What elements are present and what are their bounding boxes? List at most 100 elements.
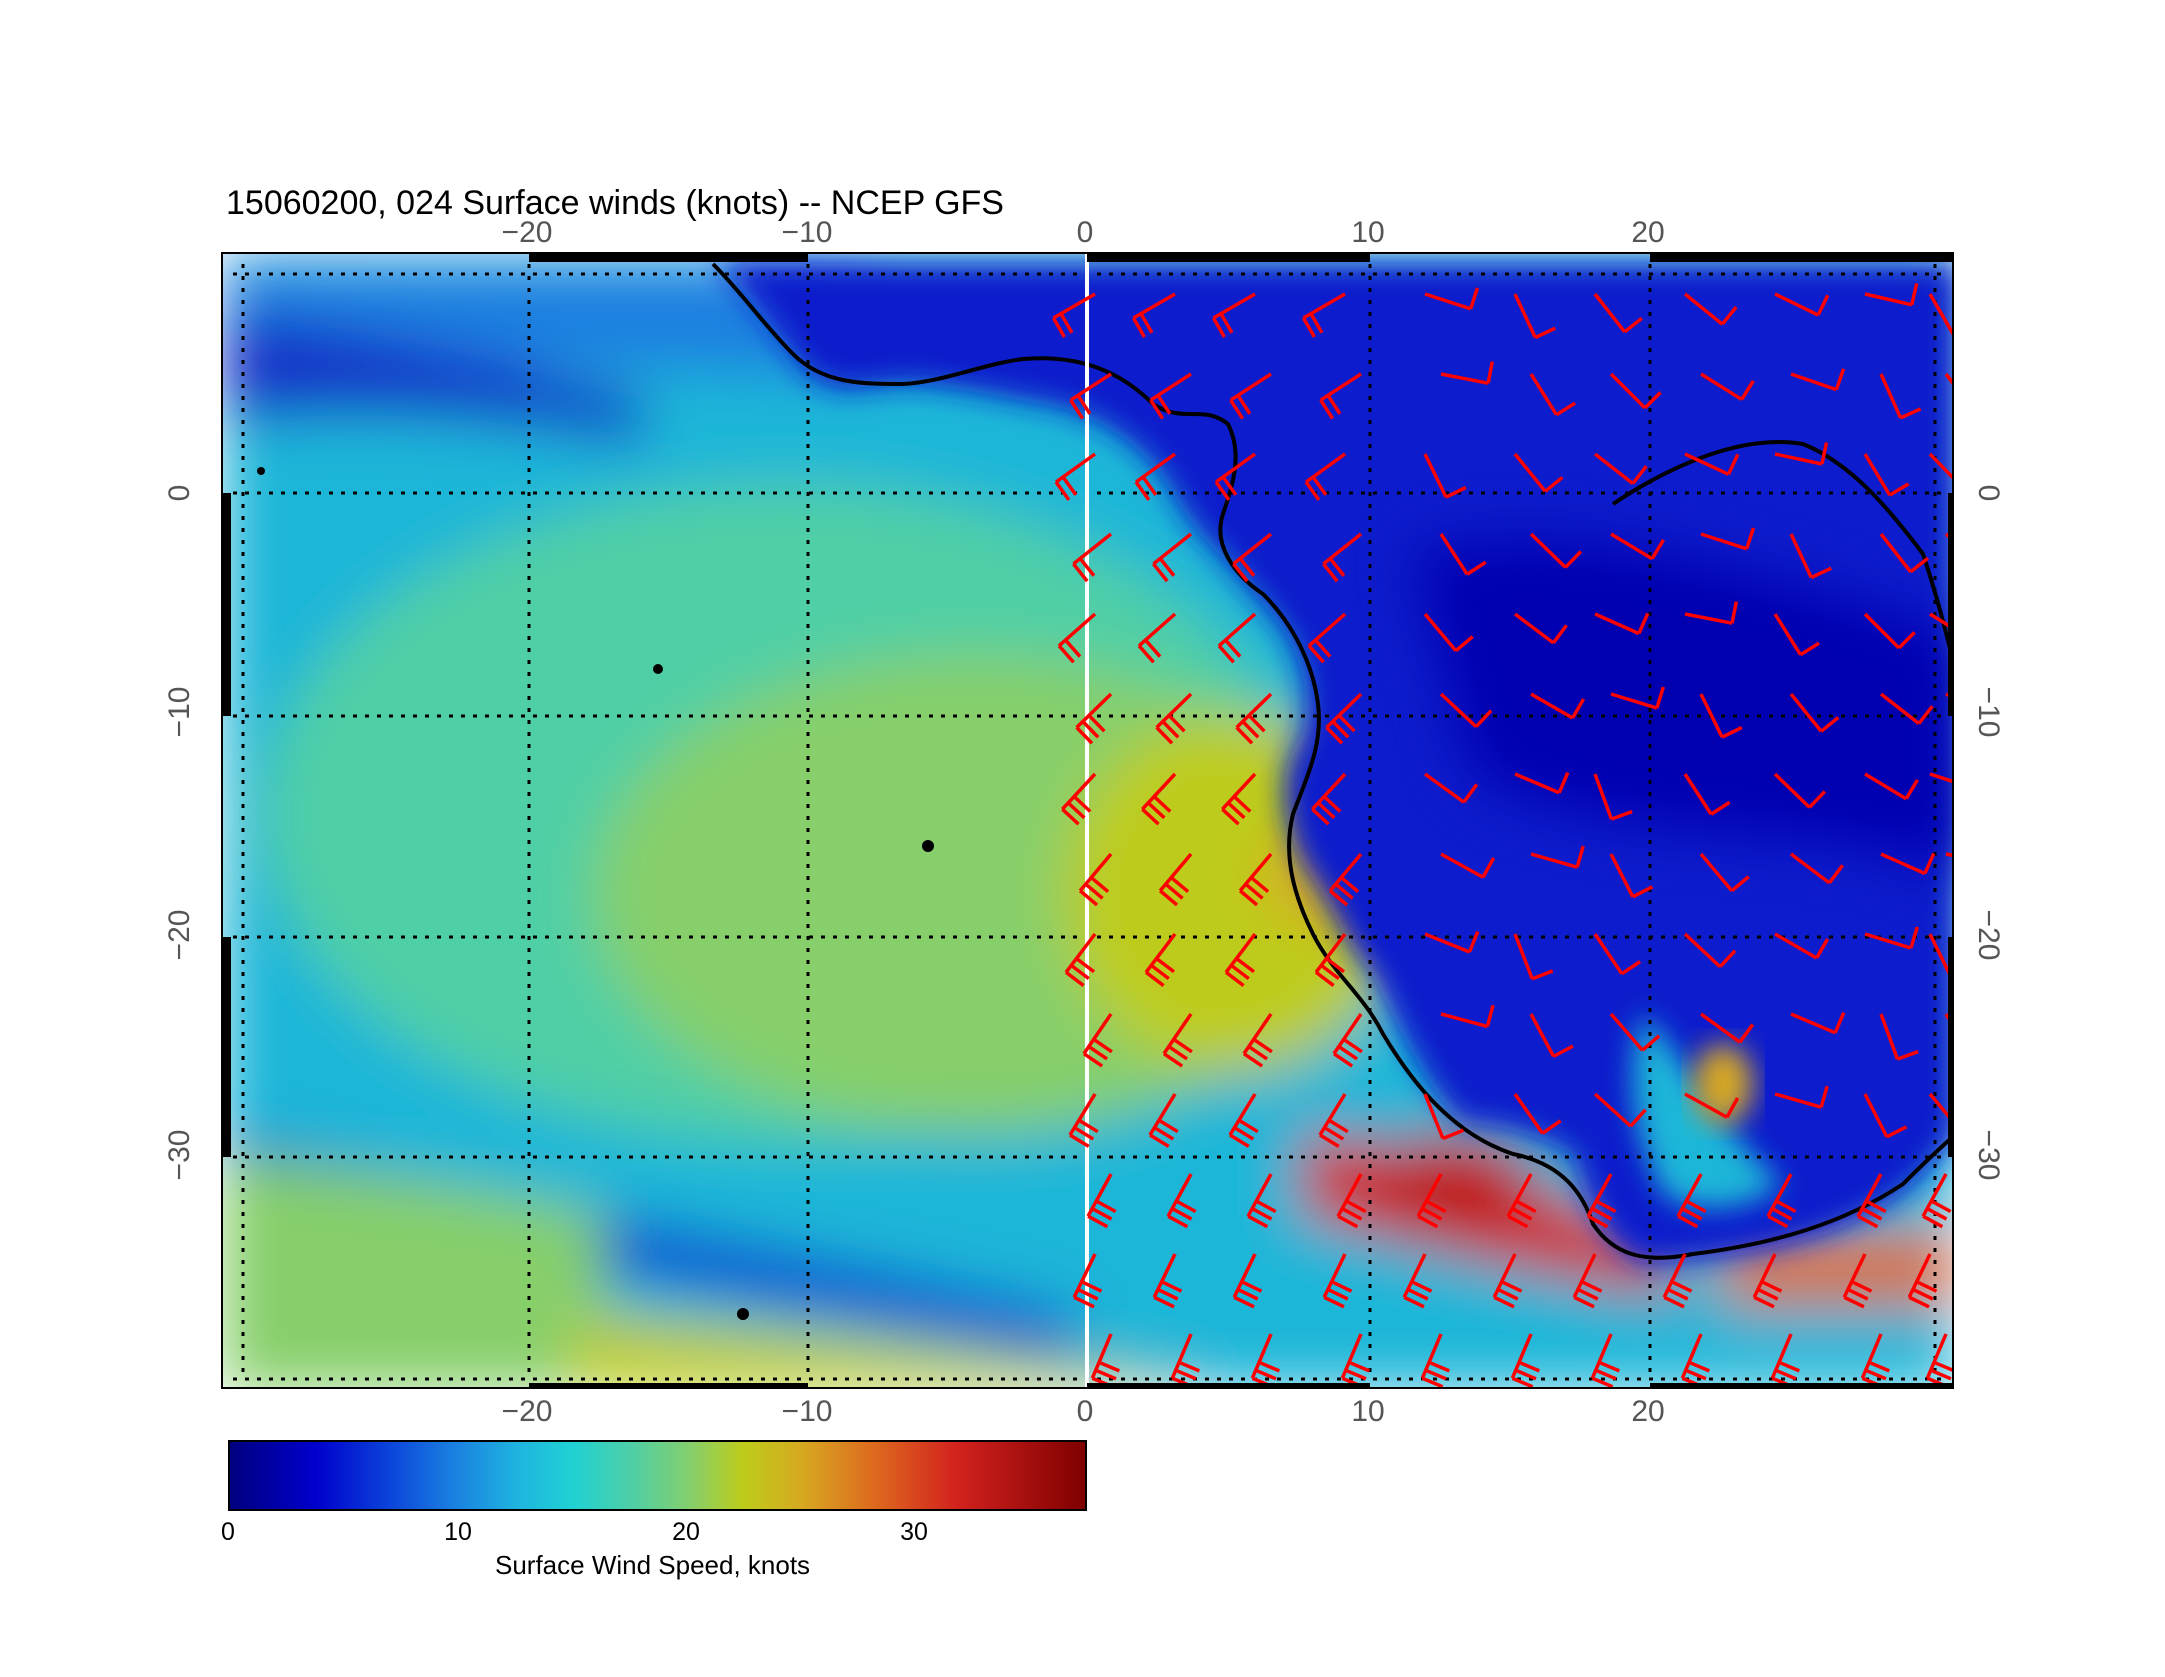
- wind-barb-flag: [1322, 562, 1339, 583]
- wind-barb-flag: [1069, 399, 1085, 420]
- wind-barb-flag: [1211, 317, 1226, 338]
- wind-barb-flag: [1091, 1207, 1113, 1221]
- wind-barb-flag: [1244, 882, 1264, 900]
- wind-barb-flag: [1214, 480, 1231, 501]
- wind-barb-shaft: [1879, 1013, 1900, 1060]
- wind-barb-flag: [1064, 970, 1085, 987]
- wind-barb-flag: [1095, 1199, 1117, 1214]
- wind-barb-shaft: [1078, 852, 1113, 892]
- wind-barb-flag: [1425, 1368, 1447, 1381]
- wind-barb-flag: [1155, 726, 1174, 745]
- wind-barb-shaft: [1152, 1253, 1177, 1299]
- wind-barb-flag: [1775, 1368, 1797, 1381]
- wind-barb-flag: [1587, 1214, 1609, 1229]
- wind-barb-flag: [1247, 1045, 1268, 1061]
- wind-barb-shaft: [1572, 1253, 1597, 1299]
- wind-barb-flag: [1229, 1133, 1250, 1148]
- wind-barb-shaft: [1863, 453, 1892, 497]
- wind-barb-flag: [1161, 720, 1180, 739]
- wind-barb-shaft: [1863, 1093, 1889, 1138]
- wind-barb-flag: [1217, 644, 1235, 664]
- wind-barb-flag: [1233, 1126, 1255, 1141]
- wind-barb-flag: [1775, 1199, 1797, 1214]
- wind-barb-shaft: [1593, 292, 1626, 333]
- wind-barb-flag: [1445, 485, 1467, 499]
- wind-barb-flag: [1571, 698, 1586, 719]
- wind-barb-shaft: [1864, 292, 1913, 307]
- wind-barb-flag: [1497, 1287, 1519, 1301]
- wind-barb-shaft: [1529, 532, 1567, 569]
- wind-barb-flag: [1557, 771, 1570, 794]
- wind-barb-flag: [1667, 1287, 1689, 1301]
- wind-barb-flag: [1175, 1368, 1197, 1381]
- bottom-lon-label: 20: [1631, 1395, 1665, 1428]
- wind-barb-flag: [1760, 1280, 1783, 1293]
- wind-barb-flag: [1580, 1280, 1603, 1293]
- wind-barb-shaft: [1423, 453, 1448, 498]
- wind-barb-flag: [1833, 1011, 1846, 1034]
- wind-barb-shaft: [1790, 1012, 1836, 1035]
- wind-barb-flag: [1637, 612, 1650, 635]
- wind-barb-flag: [1348, 1360, 1371, 1373]
- wind-barb-flag: [1134, 480, 1151, 501]
- wind-barb-flag: [1541, 1119, 1562, 1135]
- wind-barb-flag: [1337, 1214, 1359, 1229]
- wind-barb-flag: [1167, 1214, 1189, 1229]
- wind-barb-flag: [1314, 970, 1335, 987]
- wind-barb-shaft: [1155, 692, 1193, 729]
- wind-barb-flag: [1152, 795, 1172, 813]
- wind-barb-flag: [1224, 970, 1245, 987]
- wind-barb-shaft: [1224, 932, 1257, 974]
- wind-barb-flag: [1178, 1360, 1201, 1373]
- wind-barb-flag: [1238, 1118, 1259, 1134]
- colorbar-tick: 30: [900, 1518, 928, 1546]
- wind-barb-flag: [1072, 795, 1092, 813]
- wind-barb-flag: [1575, 845, 1585, 868]
- wind-barb-shaft: [1170, 1333, 1193, 1379]
- wind-barb-flag: [1577, 1287, 1599, 1301]
- wind-barb-flag: [1328, 557, 1346, 577]
- wind-barb-flag: [1861, 1207, 1883, 1221]
- wind-barb-shaft: [1232, 1253, 1257, 1299]
- wind-barb-flag: [1250, 876, 1270, 894]
- wind-barb-flag: [1087, 1214, 1109, 1229]
- wind-barb-flag: [1904, 778, 1919, 800]
- wind-barb-flag: [1753, 1295, 1775, 1309]
- wind-barb-flag: [1164, 882, 1184, 900]
- wind-barb-flag: [1325, 726, 1344, 745]
- bottom-lon-label: −20: [501, 1395, 553, 1428]
- wind-barb-flag: [1087, 714, 1106, 733]
- bottom-lon-label: −10: [781, 1395, 833, 1428]
- colorbar-tick: 20: [672, 1518, 700, 1546]
- wind-barb-shaft: [1423, 612, 1458, 652]
- wind-barb-flag: [1468, 287, 1480, 310]
- wind-barb-flag: [1485, 1004, 1495, 1027]
- wind-barb-flag: [1820, 442, 1829, 465]
- wind-barb-flag: [1591, 1376, 1614, 1387]
- wind-barb-shaft: [1789, 852, 1831, 885]
- colorbar-tick: 0: [221, 1518, 235, 1546]
- wind-barb-flag: [1897, 631, 1916, 650]
- wind-barb-shaft: [1773, 772, 1811, 809]
- wind-barb-flag: [1332, 1052, 1354, 1068]
- wind-barb-flag: [1454, 635, 1474, 653]
- wind-barb-shaft: [1439, 533, 1469, 576]
- wind-barb-flag: [1255, 1199, 1277, 1214]
- wind-barb-flag: [1238, 557, 1256, 577]
- wind-barb-flag: [1067, 801, 1086, 820]
- wind-barb-flag: [1317, 801, 1336, 820]
- wind-barb-flag: [1922, 1214, 1944, 1229]
- wind-barb-flag: [1090, 876, 1110, 894]
- wind-barb-shaft: [1683, 292, 1724, 326]
- wind-barb-shaft: [1068, 1093, 1097, 1136]
- bottom-lon-label: 0: [1076, 1395, 1094, 1428]
- wind-barb-flag: [1081, 720, 1100, 739]
- wind-barb-flag: [1080, 1280, 1103, 1293]
- wind-barb-flag: [1726, 453, 1740, 476]
- top-lon-label: 20: [1631, 216, 1665, 249]
- wind-barb-flag: [1910, 282, 1919, 306]
- wind-barb-flag: [1337, 714, 1356, 733]
- top-lon-label: 10: [1351, 216, 1385, 249]
- wind-barb-flag: [1591, 1207, 1613, 1221]
- wind-barb-shaft: [1684, 1092, 1728, 1119]
